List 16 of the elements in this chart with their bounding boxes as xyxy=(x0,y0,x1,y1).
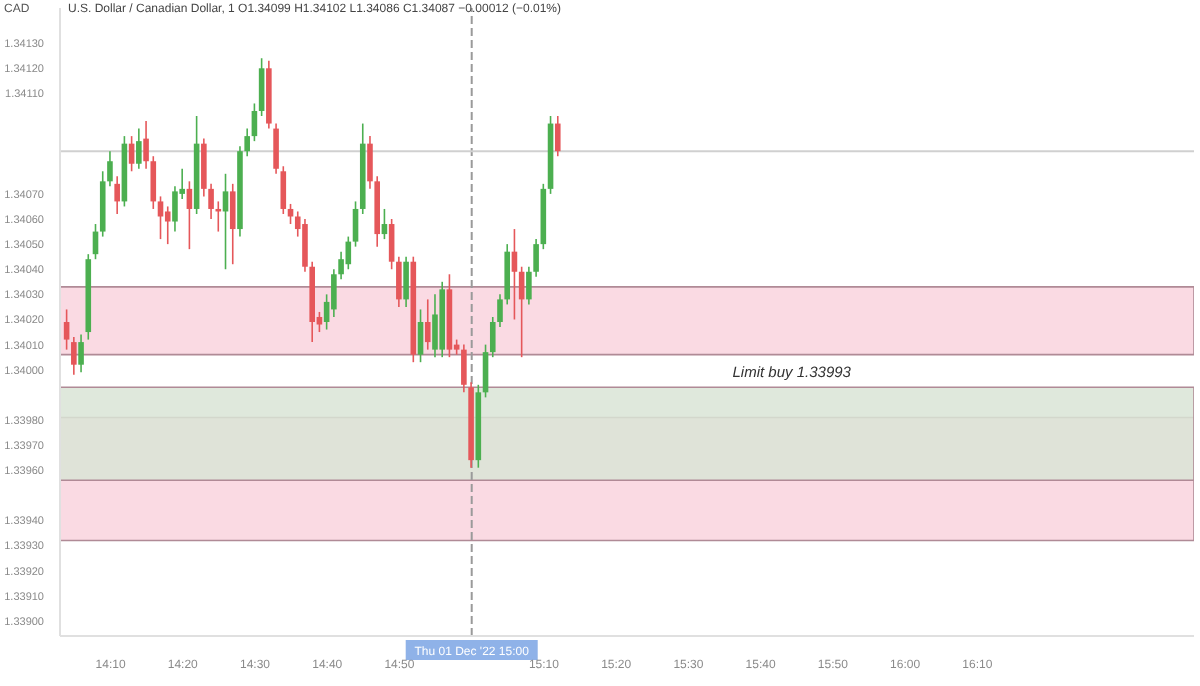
candlestick xyxy=(352,200,359,248)
candlestick xyxy=(417,308,424,363)
candlestick xyxy=(136,127,142,170)
candlestick xyxy=(63,308,70,351)
candlestick xyxy=(396,255,402,308)
candlestick xyxy=(432,293,438,358)
candlestick xyxy=(258,57,265,117)
candlestick xyxy=(403,255,409,308)
candlestick xyxy=(71,336,77,376)
candlestick xyxy=(424,298,431,351)
candlestick xyxy=(114,175,120,215)
candlestick xyxy=(229,183,236,266)
candlestick xyxy=(164,205,171,245)
candlestick xyxy=(388,218,395,271)
candlestick xyxy=(78,333,84,374)
candlestick xyxy=(554,115,561,158)
